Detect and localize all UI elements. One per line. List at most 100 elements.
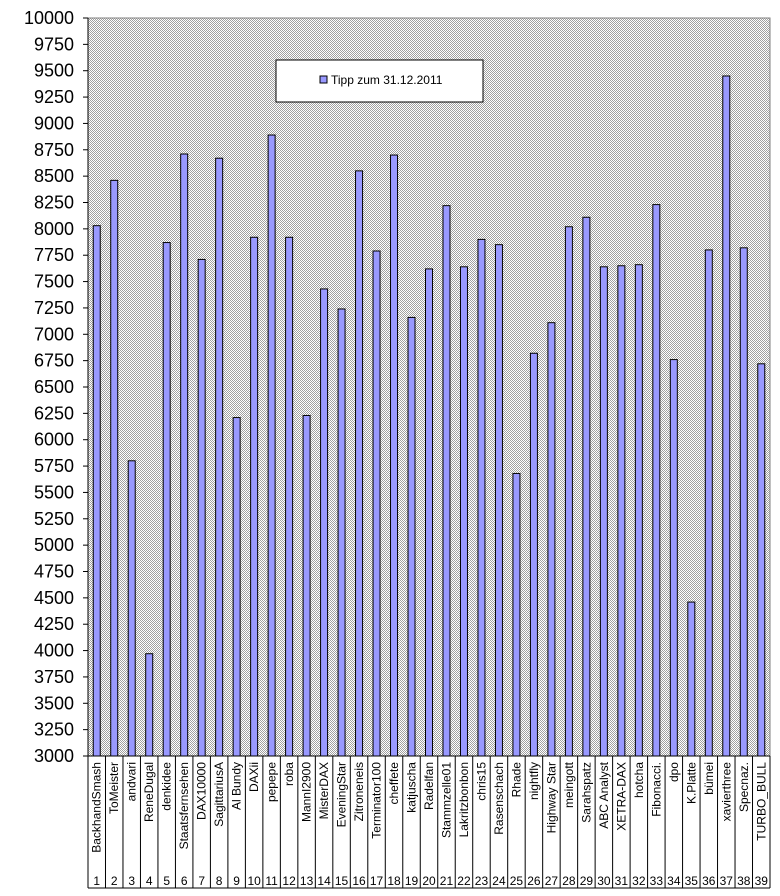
category-number: 38	[737, 874, 751, 888]
category-label: Stammzelle01	[439, 762, 453, 838]
bar	[704, 249, 713, 757]
category-number: 9	[233, 874, 240, 888]
category-number: 16	[352, 874, 366, 888]
category-number: 7	[198, 874, 205, 888]
y-tick-label: 10000	[24, 8, 74, 28]
bar	[337, 308, 346, 757]
category-number: 26	[527, 874, 541, 888]
y-tick-label: 9000	[34, 113, 74, 133]
bar	[390, 154, 399, 757]
category-label: dpo	[667, 762, 681, 782]
category-number: 31	[615, 874, 629, 888]
y-tick-label: 9250	[34, 87, 74, 107]
bar	[564, 226, 573, 757]
y-tick-label: 5250	[34, 509, 74, 529]
bar	[215, 157, 224, 757]
category-number: 29	[580, 874, 594, 888]
category-label: pepepe	[265, 762, 279, 802]
category-label: Radelfan	[422, 762, 436, 810]
bar	[687, 601, 696, 757]
bar	[250, 236, 259, 757]
y-tick-label: 6500	[34, 377, 74, 397]
category-label: roba	[282, 762, 296, 786]
category-number: 8	[216, 874, 223, 888]
bar	[232, 417, 241, 757]
bar	[599, 266, 608, 757]
bar	[547, 322, 556, 757]
bar	[110, 179, 119, 757]
category-label: Staatsfernsehen	[177, 762, 191, 849]
y-tick-label: 6000	[34, 430, 74, 450]
bar	[145, 653, 154, 757]
category-number: 21	[440, 874, 454, 888]
category-label: hotcha	[632, 762, 646, 798]
category-number: 20	[422, 874, 436, 888]
category-label: BackhandSmash	[90, 762, 104, 853]
y-tick-label: 9500	[34, 61, 74, 81]
bar	[582, 216, 591, 757]
category-label: MannI2900	[300, 762, 314, 822]
bar	[617, 265, 626, 757]
bar	[459, 266, 468, 757]
bar	[302, 414, 311, 757]
category-number: 32	[632, 874, 646, 888]
category-label: katjuscha	[405, 762, 419, 813]
category-label: denkidee	[160, 762, 174, 811]
category-number: 4	[146, 874, 153, 888]
category-number: 39	[755, 874, 769, 888]
y-tick-label: 3750	[34, 667, 74, 687]
category-label: chris15	[474, 762, 488, 801]
category-number: 15	[335, 874, 349, 888]
category-number: 11	[265, 874, 278, 888]
y-axis: 3000 3250 3500 3750 4000 4250 4500 4750 5000 5250…	[24, 8, 89, 766]
category-label: Zitroneneis	[352, 762, 366, 821]
category-number: 3	[128, 874, 135, 888]
legend: Tipp zum 31.12.2011	[275, 59, 484, 103]
category-label: nightfly	[527, 762, 541, 800]
y-tick-label: 3000	[34, 746, 74, 766]
y-tick-label: 7250	[34, 298, 74, 318]
legend-swatch	[319, 75, 328, 84]
y-tick-label: 9750	[34, 34, 74, 54]
category-label: Fibonacci.	[649, 762, 663, 817]
category-label: Terminator100	[370, 762, 384, 839]
bar	[669, 359, 678, 757]
category-number: 37	[720, 874, 734, 888]
y-tick-label: 4000	[34, 641, 74, 661]
category-label: Al Bundy	[230, 762, 244, 810]
category-number: 17	[370, 874, 384, 888]
y-tick-label: 3250	[34, 720, 74, 740]
category-label: Lakritzbonbon	[457, 762, 471, 837]
category-number: 36	[702, 874, 716, 888]
bar	[442, 205, 451, 757]
category-label: Rhade	[509, 762, 523, 798]
category-label: K.Platte	[684, 762, 698, 804]
bar	[180, 153, 189, 757]
category-number: 18	[387, 874, 401, 888]
category-number: 10	[247, 874, 261, 888]
category-label: ABC Analyst	[597, 761, 611, 828]
category-number: 13	[300, 874, 314, 888]
bar	[739, 247, 748, 757]
y-tick-label: 7500	[34, 272, 74, 292]
y-tick-label: 8250	[34, 193, 74, 213]
category-number: 14	[317, 874, 331, 888]
bar	[652, 204, 661, 757]
bar	[285, 236, 294, 757]
y-tick-label: 7000	[34, 324, 74, 344]
y-tick-label: 3500	[34, 693, 74, 713]
category-label: Sarahspatz	[579, 762, 593, 823]
y-tick-label: 8500	[34, 166, 74, 186]
category-label: cheffete	[387, 762, 401, 805]
category-number: 23	[475, 874, 489, 888]
legend-label: Tipp zum 31.12.2011	[331, 73, 443, 87]
bars	[92, 75, 766, 757]
y-tick-label: 5500	[34, 482, 74, 502]
bar	[634, 264, 643, 757]
bar	[477, 238, 486, 757]
category-number: 12	[282, 874, 296, 888]
category-label: Highway Star	[544, 762, 558, 833]
category-label: ReneDugal	[142, 762, 156, 822]
y-tick-label: 7750	[34, 245, 74, 265]
category-number: 27	[545, 874, 559, 888]
